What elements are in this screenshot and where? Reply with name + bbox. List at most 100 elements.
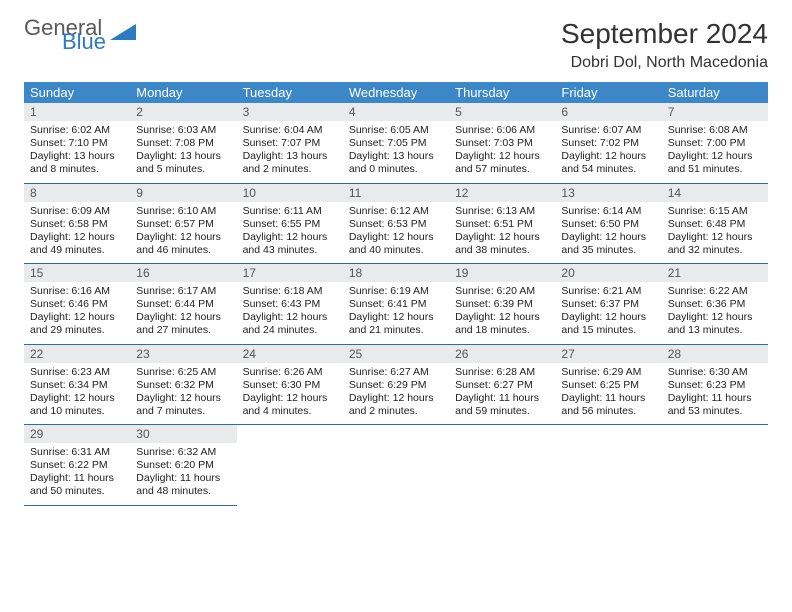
daylight-line: Daylight: 12 hours and 54 minutes. <box>561 150 655 176</box>
day-details: Sunrise: 6:15 AMSunset: 6:48 PMDaylight:… <box>662 202 768 264</box>
sunrise-line: Sunrise: 6:25 AM <box>136 366 230 379</box>
calendar-row: 15 Sunrise: 6:16 AMSunset: 6:46 PM Dayligh… <box>24 264 768 345</box>
weekday-header: Sunday <box>24 82 130 103</box>
sunrise-line: Sunrise: 6:32 AM <box>136 446 230 459</box>
day-number: 24 <box>237 345 343 363</box>
sunset-line: Sunset: 7:02 PM <box>561 137 655 150</box>
sunrise-line: Sunrise: 6:27 AM <box>349 366 443 379</box>
day-details: Sunrise: 6:28 AMSunset: 6:27 PMDaylight:… <box>449 363 555 425</box>
daylight-line: Daylight: 12 hours and 38 minutes. <box>455 231 549 257</box>
calendar-body: 1Sunrise: 6:02 AMSunset: 7:10 PMDaylight… <box>24 103 768 505</box>
calendar-row: 22Sunrise: 6:23 AMSunset: 6:34 PMDayligh… <box>24 344 768 425</box>
calendar-cell: 28Sunrise: 6:30 AMSunset: 6:23 PMDayligh… <box>662 344 768 425</box>
calendar-cell: 4Sunrise: 6:05 AMSunset: 7:05 PMDaylight… <box>343 103 449 183</box>
sunset-line: Sunset: 6:53 PM <box>349 218 443 231</box>
sunset-line: Sunset: 6:46 PM <box>30 298 124 311</box>
calendar-cell: 3Sunrise: 6:04 AMSunset: 7:07 PMDaylight… <box>237 103 343 183</box>
calendar-cell: 10Sunrise: 6:11 AMSunset: 6:55 PMDayligh… <box>237 183 343 264</box>
calendar-cell: 21Sunrise: 6:22 AMSunset: 6:36 PMDayligh… <box>662 264 768 345</box>
day-number: 22 <box>24 345 130 363</box>
sunrise-line: Sunrise: 6:30 AM <box>668 366 762 379</box>
sunrise-line: Sunrise: 6:08 AM <box>668 124 762 137</box>
day-number: 19 <box>449 264 555 282</box>
sunrise-line: Sunrise: 6:10 AM <box>136 205 230 218</box>
day-details: Sunrise: 6:25 AMSunset: 6:32 PMDaylight:… <box>130 363 236 425</box>
calendar-cell: 22Sunrise: 6:23 AMSunset: 6:34 PMDayligh… <box>24 344 130 425</box>
sunset-line: Sunset: 6:51 PM <box>455 218 549 231</box>
sunset-line: Sunset: 6:20 PM <box>136 459 230 472</box>
day-details: Sunrise: 6:29 AMSunset: 6:25 PMDaylight:… <box>555 363 661 425</box>
sunset-line: Sunset: 6:37 PM <box>561 298 655 311</box>
calendar-cell: .. <box>555 425 661 506</box>
sunrise-line: Sunrise: 6:02 AM <box>30 124 124 137</box>
daylight-line: Daylight: 12 hours and 51 minutes. <box>668 150 762 176</box>
calendar-cell: 1Sunrise: 6:02 AMSunset: 7:10 PMDaylight… <box>24 103 130 183</box>
calendar-cell: 14Sunrise: 6:15 AMSunset: 6:48 PMDayligh… <box>662 183 768 264</box>
daylight-line: Daylight: 12 hours and 57 minutes. <box>455 150 549 176</box>
logo: General Blue <box>24 18 136 52</box>
calendar-cell: 8Sunrise: 6:09 AMSunset: 6:58 PMDaylight… <box>24 183 130 264</box>
calendar-cell: 18Sunrise: 6:19 AMSunset: 6:41 PMDayligh… <box>343 264 449 345</box>
day-number: 9 <box>130 184 236 202</box>
weekday-header: Saturday <box>662 82 768 103</box>
daylight-line: Daylight: 11 hours and 50 minutes. <box>30 472 124 498</box>
sunrise-line: Sunrise: 6:13 AM <box>455 205 549 218</box>
sunrise-line: Sunrise: 6:16 AM <box>30 285 124 298</box>
day-details: Sunrise: 6:02 AMSunset: 7:10 PMDaylight:… <box>24 121 130 183</box>
page-subtitle: Dobri Dol, North Macedonia <box>561 54 768 72</box>
sunset-line: Sunset: 7:00 PM <box>668 137 762 150</box>
sunrise-line: Sunrise: 6:19 AM <box>349 285 443 298</box>
daylight-line: Daylight: 12 hours and 27 minutes. <box>136 311 230 337</box>
weekday-header: Thursday <box>449 82 555 103</box>
calendar-cell: 26Sunrise: 6:28 AMSunset: 6:27 PMDayligh… <box>449 344 555 425</box>
day-details: Sunrise: 6:30 AMSunset: 6:23 PMDaylight:… <box>662 363 768 425</box>
day-number: 26 <box>449 345 555 363</box>
calendar-cell: 12Sunrise: 6:13 AMSunset: 6:51 PMDayligh… <box>449 183 555 264</box>
day-number: 4 <box>343 103 449 121</box>
weekday-header: Wednesday <box>343 82 449 103</box>
daylight-line: Daylight: 12 hours and 2 minutes. <box>349 392 443 418</box>
calendar-cell: 5Sunrise: 6:06 AMSunset: 7:03 PMDaylight… <box>449 103 555 183</box>
calendar-cell: 25Sunrise: 6:27 AMSunset: 6:29 PMDayligh… <box>343 344 449 425</box>
sunrise-line: Sunrise: 6:31 AM <box>30 446 124 459</box>
logo-text-blue: Blue <box>62 32 106 52</box>
day-number: 7 <box>662 103 768 121</box>
day-details: Sunrise: 6:27 AMSunset: 6:29 PMDaylight:… <box>343 363 449 425</box>
day-details: Sunrise: 6:18 AMSunset: 6:43 PMDaylight:… <box>237 282 343 344</box>
weekday-header: Monday <box>130 82 236 103</box>
sunset-line: Sunset: 7:10 PM <box>30 137 124 150</box>
daylight-line: Daylight: 12 hours and 21 minutes. <box>349 311 443 337</box>
daylight-line: Daylight: 12 hours and 15 minutes. <box>561 311 655 337</box>
daylight-line: Daylight: 12 hours and 18 minutes. <box>455 311 549 337</box>
weekday-header-row: SundayMondayTuesdayWednesdayThursdayFrid… <box>24 82 768 103</box>
calendar-cell: 24Sunrise: 6:26 AMSunset: 6:30 PMDayligh… <box>237 344 343 425</box>
calendar-cell: 27Sunrise: 6:29 AMSunset: 6:25 PMDayligh… <box>555 344 661 425</box>
sunset-line: Sunset: 6:22 PM <box>30 459 124 472</box>
daylight-line: Daylight: 11 hours and 56 minutes. <box>561 392 655 418</box>
daylight-line: Daylight: 12 hours and 35 minutes. <box>561 231 655 257</box>
day-number: 2 <box>130 103 236 121</box>
daylight-line: Daylight: 12 hours and 10 minutes. <box>30 392 124 418</box>
day-number: 1 <box>24 103 130 121</box>
sunrise-line: Sunrise: 6:04 AM <box>243 124 337 137</box>
title-block: September 2024 Dobri Dol, North Macedoni… <box>561 18 768 72</box>
day-number: 17 <box>237 264 343 282</box>
sunset-line: Sunset: 6:36 PM <box>668 298 762 311</box>
sunrise-line: Sunrise: 6:14 AM <box>561 205 655 218</box>
sunrise-line: Sunrise: 6:29 AM <box>561 366 655 379</box>
calendar-cell: .. <box>237 425 343 506</box>
day-number: 14 <box>662 184 768 202</box>
day-number: 16 <box>130 264 236 282</box>
calendar-cell: 29Sunrise: 6:31 AMSunset: 6:22 PMDayligh… <box>24 425 130 506</box>
sunrise-line: Sunrise: 6:28 AM <box>455 366 549 379</box>
daylight-line: Daylight: 12 hours and 13 minutes. <box>668 311 762 337</box>
day-details: Sunrise: 6:07 AMSunset: 7:02 PMDaylight:… <box>555 121 661 183</box>
sunrise-line: Sunrise: 6:23 AM <box>30 366 124 379</box>
day-number: 15 <box>24 264 130 282</box>
day-details: Sunrise: 6:20 AMSunset: 6:39 PMDaylight:… <box>449 282 555 344</box>
calendar-table: SundayMondayTuesdayWednesdayThursdayFrid… <box>24 82 768 506</box>
daylight-line: Daylight: 12 hours and 46 minutes. <box>136 231 230 257</box>
sunrise-line: Sunrise: 6:20 AM <box>455 285 549 298</box>
sunrise-line: Sunrise: 6:06 AM <box>455 124 549 137</box>
day-details: Sunrise: 6:32 AMSunset: 6:20 PMDaylight:… <box>130 443 236 505</box>
